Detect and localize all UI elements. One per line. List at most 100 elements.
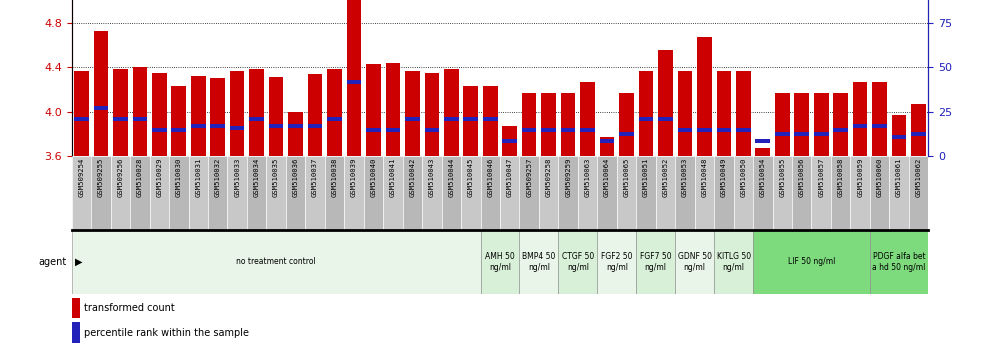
Text: GSM510054: GSM510054 (760, 158, 766, 198)
Bar (383, 156, 402, 230)
Text: GSM510064: GSM510064 (604, 158, 611, 198)
Text: GSM510034: GSM510034 (254, 158, 260, 198)
Bar (561, 128, 576, 132)
Bar (834, 93, 848, 156)
Bar (620, 93, 633, 156)
Bar (230, 126, 244, 130)
Bar (675, 156, 694, 230)
Bar (734, 156, 753, 230)
Text: FGF2 50
ng/ml: FGF2 50 ng/ml (601, 252, 632, 272)
Bar (756, 148, 770, 156)
Text: GSM510044: GSM510044 (448, 158, 454, 198)
Text: GSM510031: GSM510031 (195, 158, 201, 198)
Bar (405, 70, 419, 156)
Bar (269, 124, 284, 128)
Text: AMH 50
ng/ml: AMH 50 ng/ml (485, 252, 515, 272)
Bar (249, 69, 264, 156)
Bar (208, 156, 227, 230)
Text: GSM509255: GSM509255 (98, 158, 104, 198)
Bar (347, 80, 362, 84)
Bar (72, 156, 92, 230)
Bar (581, 82, 595, 156)
Text: GSM510065: GSM510065 (623, 158, 629, 198)
Bar (795, 132, 809, 136)
Bar (72, 297, 80, 318)
Text: GSM510050: GSM510050 (740, 158, 746, 198)
Bar (814, 93, 829, 156)
Bar (227, 156, 247, 230)
Bar (367, 128, 380, 132)
Bar (677, 128, 692, 132)
Bar (364, 156, 383, 230)
Bar (210, 78, 225, 156)
Bar (463, 86, 478, 156)
Bar (911, 104, 926, 156)
Text: GSM510041: GSM510041 (389, 158, 396, 198)
Text: agent: agent (39, 257, 67, 267)
Bar (444, 117, 458, 121)
Text: GSM510045: GSM510045 (468, 158, 474, 198)
Bar (74, 117, 89, 121)
Bar (249, 117, 264, 121)
Bar (230, 70, 244, 156)
Text: GSM510040: GSM510040 (371, 158, 376, 198)
Bar (677, 70, 692, 156)
Bar (72, 230, 480, 294)
Bar (422, 156, 441, 230)
Bar (480, 156, 500, 230)
Bar (716, 128, 731, 132)
Text: FGF7 50
ng/ml: FGF7 50 ng/ml (639, 252, 671, 272)
Bar (908, 156, 928, 230)
Bar (286, 156, 306, 230)
Text: PDGF alfa bet
a hd 50 ng/ml: PDGF alfa bet a hd 50 ng/ml (872, 252, 925, 272)
Text: GSM510030: GSM510030 (175, 158, 182, 198)
Bar (891, 115, 906, 156)
Bar (132, 117, 147, 121)
Bar (792, 156, 812, 230)
Text: GSM509257: GSM509257 (526, 158, 532, 198)
Bar (655, 156, 675, 230)
Bar (598, 156, 617, 230)
Text: GSM510061: GSM510061 (896, 158, 902, 198)
Text: GSM510060: GSM510060 (876, 158, 882, 198)
Text: GDNF 50
ng/ml: GDNF 50 ng/ml (677, 252, 712, 272)
Bar (111, 156, 130, 230)
Bar (853, 124, 868, 128)
Bar (636, 156, 655, 230)
Bar (736, 70, 751, 156)
Text: KITLG 50
ng/ml: KITLG 50 ng/ml (716, 252, 751, 272)
Bar (853, 82, 868, 156)
Text: GSM510039: GSM510039 (351, 158, 357, 198)
Bar (520, 230, 559, 294)
Text: ▶: ▶ (75, 257, 83, 267)
Text: GSM510062: GSM510062 (915, 158, 921, 198)
Bar (542, 93, 556, 156)
Bar (638, 70, 653, 156)
Bar (405, 117, 419, 121)
Text: GSM510036: GSM510036 (293, 158, 299, 198)
Bar (171, 86, 186, 156)
Text: GSM510043: GSM510043 (429, 158, 435, 198)
Bar (831, 156, 851, 230)
Bar (385, 63, 400, 156)
Bar (870, 156, 889, 230)
Bar (483, 86, 498, 156)
Text: transformed count: transformed count (85, 303, 175, 313)
Text: GSM510052: GSM510052 (662, 158, 668, 198)
Text: GSM510028: GSM510028 (136, 158, 142, 198)
Bar (636, 230, 675, 294)
Bar (367, 64, 380, 156)
Bar (520, 156, 539, 230)
Bar (483, 117, 498, 121)
Text: CTGF 50
ng/ml: CTGF 50 ng/ml (562, 252, 594, 272)
Text: GSM510029: GSM510029 (156, 158, 162, 198)
Bar (578, 156, 598, 230)
Bar (638, 117, 653, 121)
Bar (441, 156, 461, 230)
Bar (675, 230, 714, 294)
Text: GSM510046: GSM510046 (487, 158, 493, 198)
Bar (402, 156, 422, 230)
Bar (385, 128, 400, 132)
Bar (851, 156, 870, 230)
Bar (328, 117, 342, 121)
